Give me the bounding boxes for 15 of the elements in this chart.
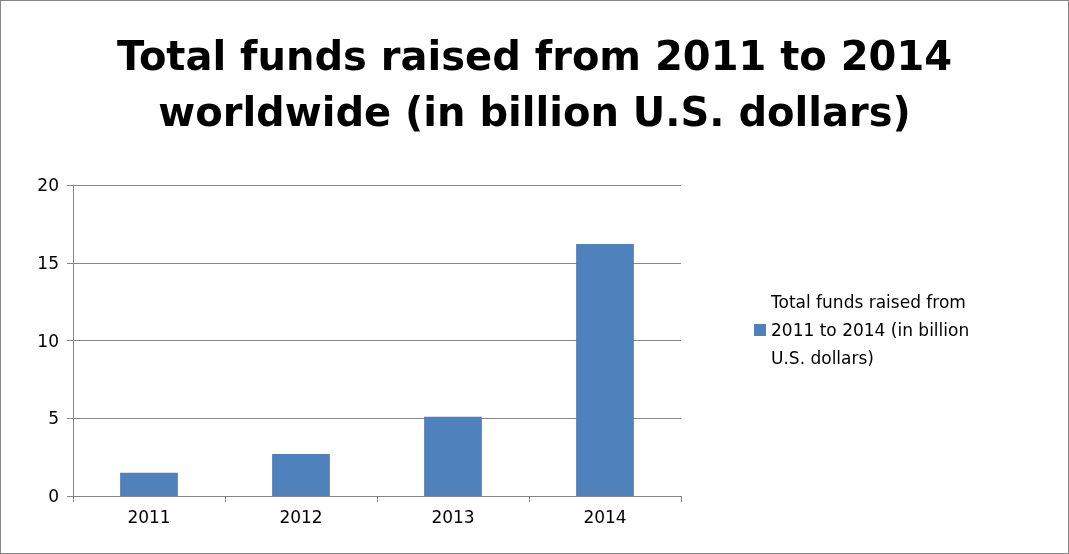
bar xyxy=(272,454,330,496)
chart-title: Total funds raised from 2011 to 2014 worldwide (in billion U.S. dollars) xyxy=(116,33,953,135)
bar xyxy=(120,472,178,496)
x-tick-label: 2011 xyxy=(127,506,171,527)
bar xyxy=(576,244,634,496)
y-tick-label: 20 xyxy=(37,175,59,195)
y-tick-label: 0 xyxy=(48,486,59,506)
x-tick-label: 2012 xyxy=(279,506,323,527)
legend-label: Total funds raised from 2011 to 2014 (in billion U.S. dollars) xyxy=(770,292,975,368)
x-tick-label: 2014 xyxy=(583,506,627,527)
y-tick-label: 10 xyxy=(37,330,59,351)
y-tick-label: 15 xyxy=(37,252,59,273)
x-tick-label: 2013 xyxy=(431,506,475,527)
y-tick-label: 5 xyxy=(48,408,59,429)
bar xyxy=(424,416,482,496)
